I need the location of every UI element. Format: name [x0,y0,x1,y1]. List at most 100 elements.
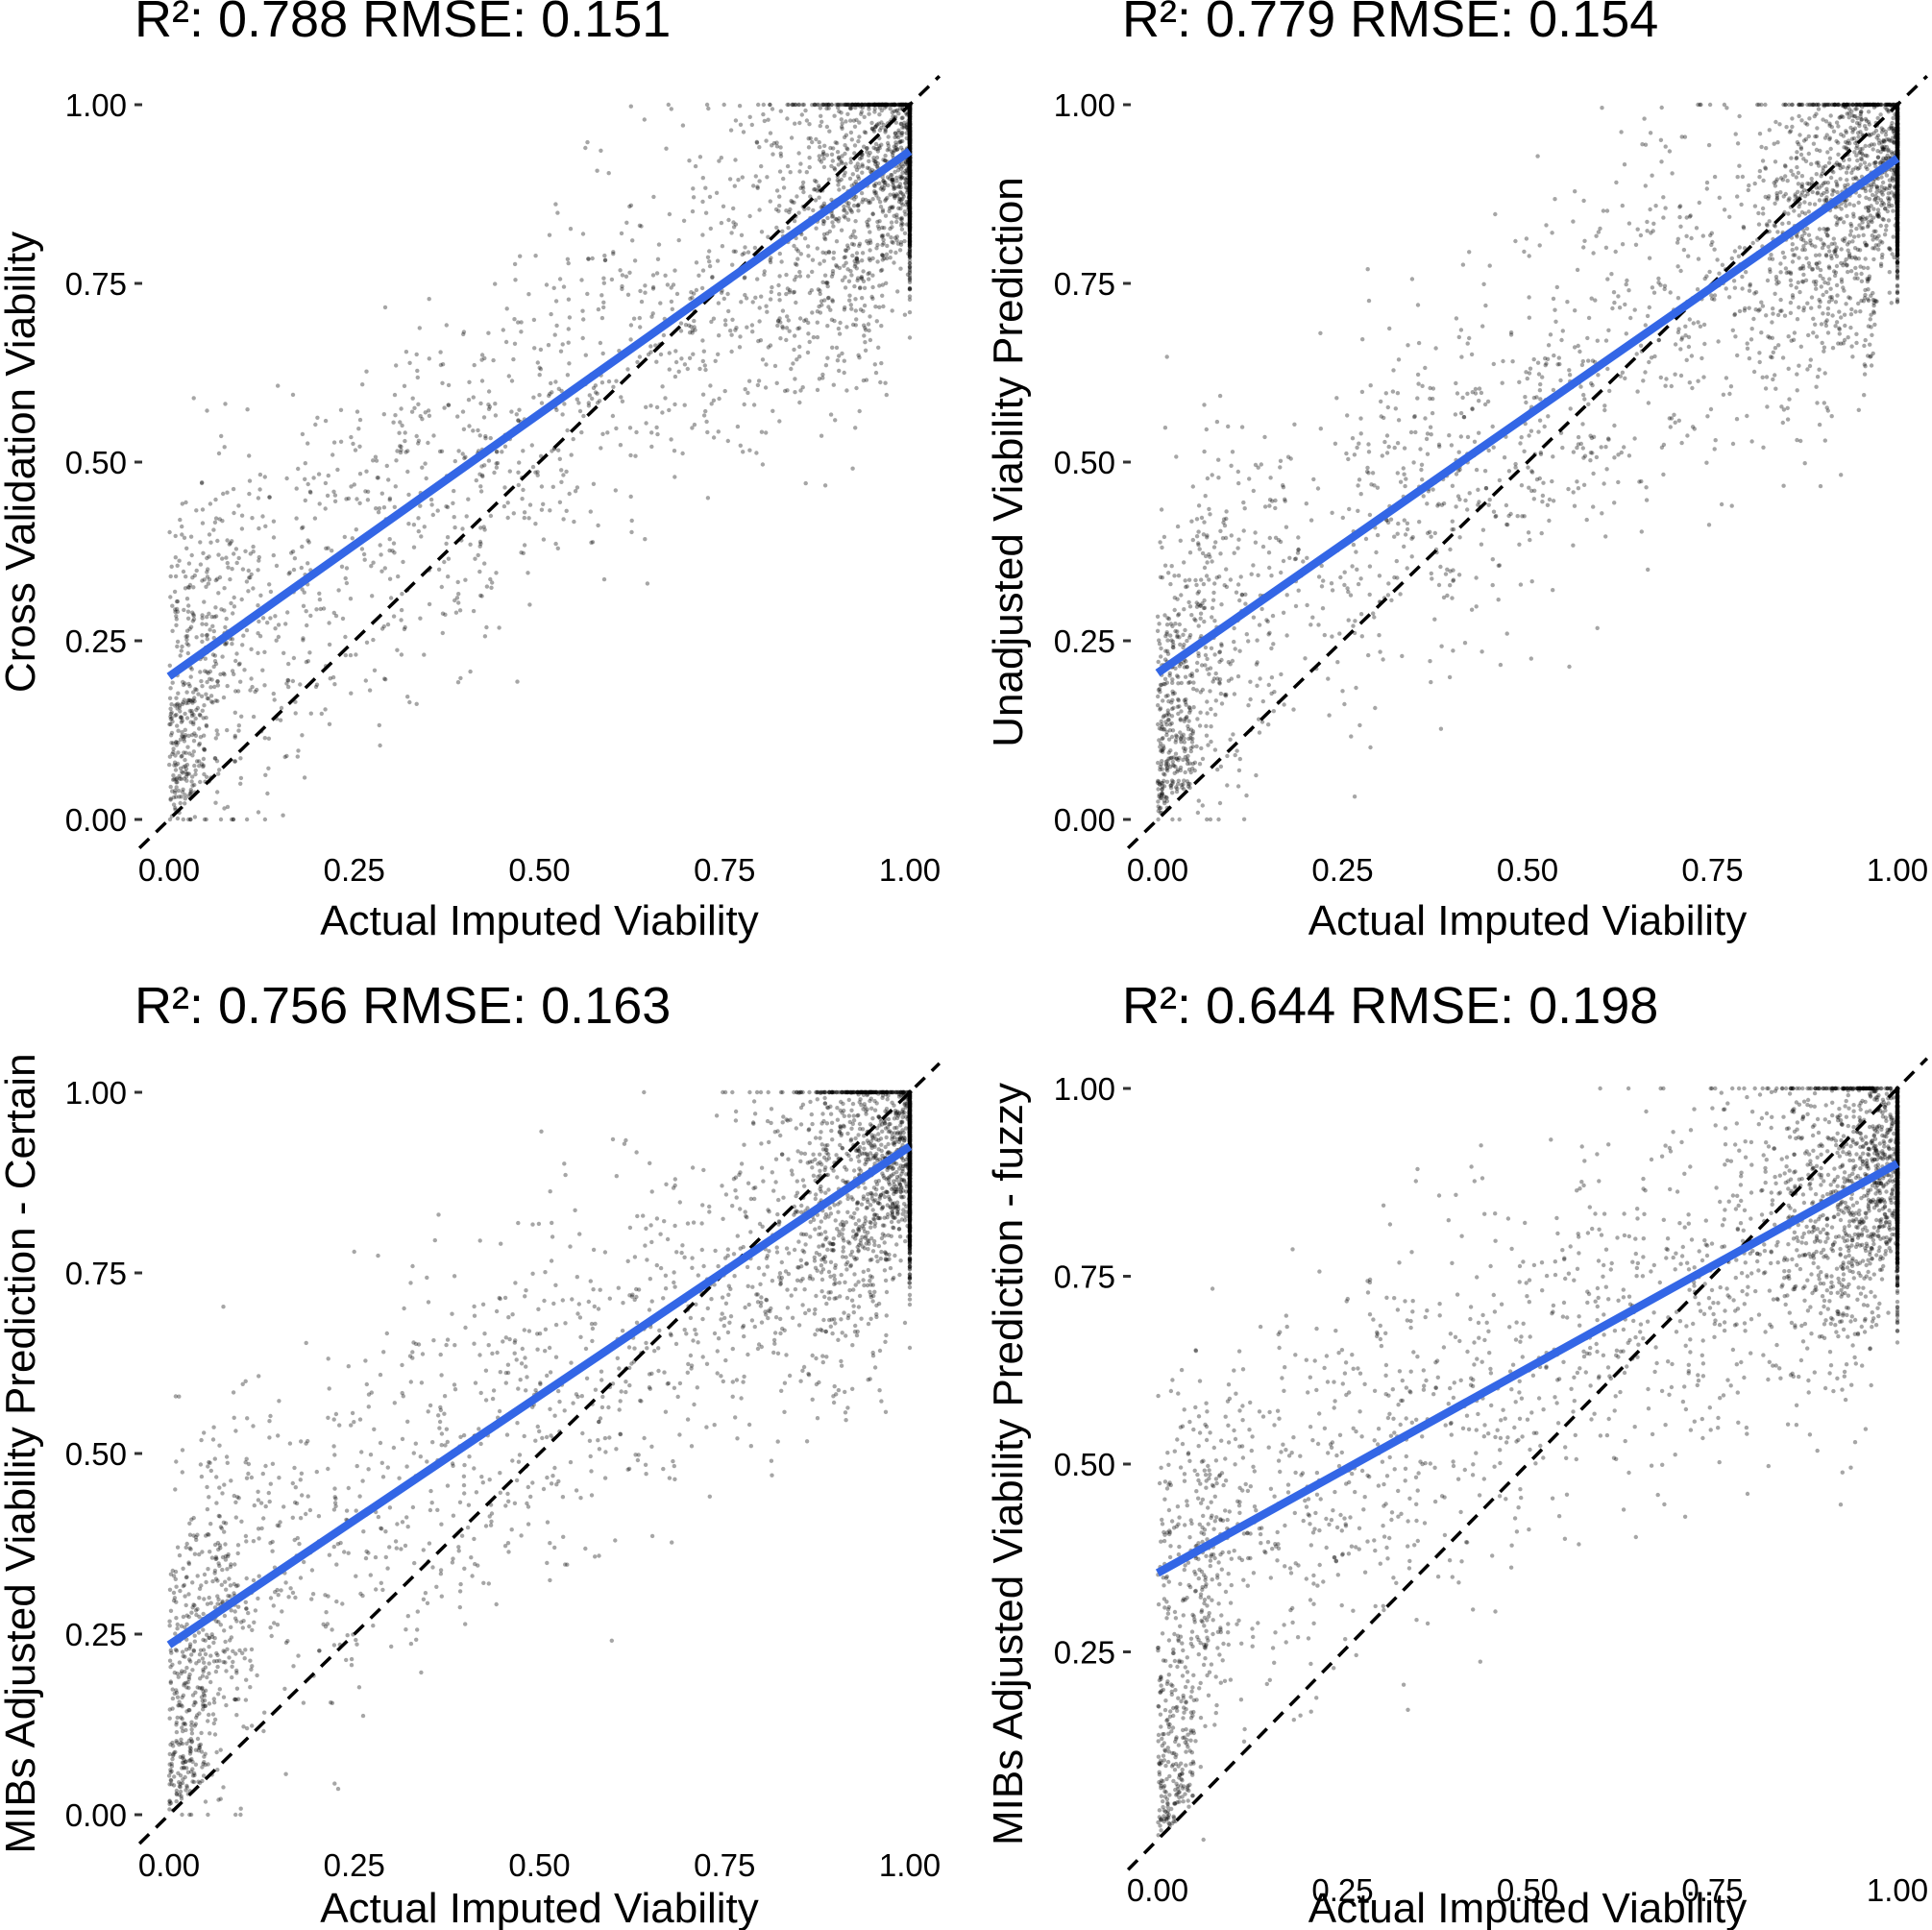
data-point [877,283,882,288]
data-point [855,161,860,166]
data-point [665,282,671,287]
data-point [355,409,360,414]
data-point [1415,372,1421,378]
data-point [516,320,521,325]
data-point [907,280,913,284]
data-point [323,506,328,511]
data-point [907,160,913,165]
data-point [460,409,466,414]
data-point [546,343,551,348]
data-point [201,756,207,762]
data-point [477,433,482,438]
data-point [193,733,199,738]
data-point [895,289,900,294]
data-point [907,159,913,163]
data-point [183,574,188,579]
data-point [907,179,913,184]
data-point [573,489,578,494]
data-point [1318,427,1324,431]
data-point [1827,277,1832,281]
data-point [238,756,243,761]
data-point [1799,174,1805,179]
data-point [174,777,179,782]
data-point [1230,450,1235,454]
data-point [181,787,185,792]
data-point [881,241,886,246]
data-point [762,118,767,124]
data-point [1165,638,1170,643]
data-point [488,576,493,582]
data-point [826,295,831,301]
data-point [355,497,359,501]
data-point [439,584,444,590]
data-point [599,315,605,321]
data-point [204,722,208,728]
data-point [627,270,632,275]
data-point [907,297,913,302]
data-point [829,152,835,157]
data-point [701,349,706,354]
data-point [676,369,681,374]
data-point [390,549,395,553]
data-point [768,199,772,204]
data-point [878,379,883,385]
data-point [813,186,818,192]
data-point [1775,312,1781,318]
data-point [556,448,561,452]
data-point [224,555,229,560]
data-point [1613,249,1618,255]
data-point [795,326,800,331]
data-point [246,568,251,574]
data-point [482,561,487,566]
data-point [878,205,884,209]
data-point [472,362,477,368]
panel-title: R²: 0.788 RMSE: 0.151 [135,0,671,48]
data-point [1581,198,1586,204]
data-point [1747,305,1751,310]
data-point [194,759,200,764]
data-point [514,412,519,417]
data-point [907,208,913,213]
data-point [835,178,840,183]
data-point [493,281,498,286]
data-point [445,535,451,540]
data-point [207,577,212,582]
data-point [757,208,762,212]
data-point [1159,654,1163,659]
data-point [907,125,913,130]
data-point [620,399,625,403]
data-point [1354,685,1358,691]
data-point [702,363,707,368]
data-point [1848,229,1854,233]
data-point [638,288,643,294]
data-point [810,269,815,275]
data-point [624,220,629,225]
data-point [323,418,329,424]
data-point [624,274,629,279]
data-point [589,540,594,545]
data-point [1595,625,1600,630]
data-point [817,377,822,381]
data-point [891,180,895,185]
data-point [907,267,913,273]
data-point [1773,373,1777,378]
data-point [806,274,811,279]
data-point [1837,331,1843,336]
data-point [260,616,266,621]
data-point [898,242,904,247]
data-point [1720,262,1725,267]
data-point [838,320,843,326]
data-point [777,298,782,303]
data-point [1822,349,1826,354]
data-point [855,174,861,179]
data-point [185,609,191,614]
data-point [230,567,234,572]
data-point [1717,271,1722,276]
data-point [531,317,537,323]
data-point [308,711,313,716]
data-point [655,431,660,437]
data-point [208,694,214,698]
data-point [907,170,913,175]
data-point [807,164,812,170]
data-point [907,204,912,208]
